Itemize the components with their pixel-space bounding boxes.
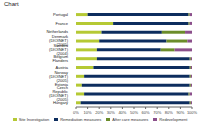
svg-text:Hungary: Hungary xyxy=(53,100,68,105)
svg-text:70%: 70% xyxy=(153,110,161,115)
svg-text:40%: 40% xyxy=(118,110,126,115)
svg-text:Portugal: Portugal xyxy=(53,12,68,17)
svg-text:50%: 50% xyxy=(130,110,138,115)
svg-text:30%: 30% xyxy=(107,110,115,115)
svg-text:80%: 80% xyxy=(165,110,173,115)
svg-text:0%: 0% xyxy=(73,110,79,115)
svg-text:France: France xyxy=(56,21,69,26)
svg-text:BelgiumFlanders: BelgiumFlanders xyxy=(52,54,68,63)
svg-text:90%: 90% xyxy=(176,110,184,115)
svg-text:10%: 10% xyxy=(84,110,92,115)
svg-text:100%: 100% xyxy=(187,110,192,115)
svg-text:Norway(DIOINET)(2005): Norway(DIOINET)(2005) xyxy=(49,70,69,83)
svg-text:20%: 20% xyxy=(95,110,103,115)
svg-text:60%: 60% xyxy=(142,110,150,115)
svg-text:Denmark(DIOINET)(2005): Denmark(DIOINET)(2005) xyxy=(49,34,69,47)
